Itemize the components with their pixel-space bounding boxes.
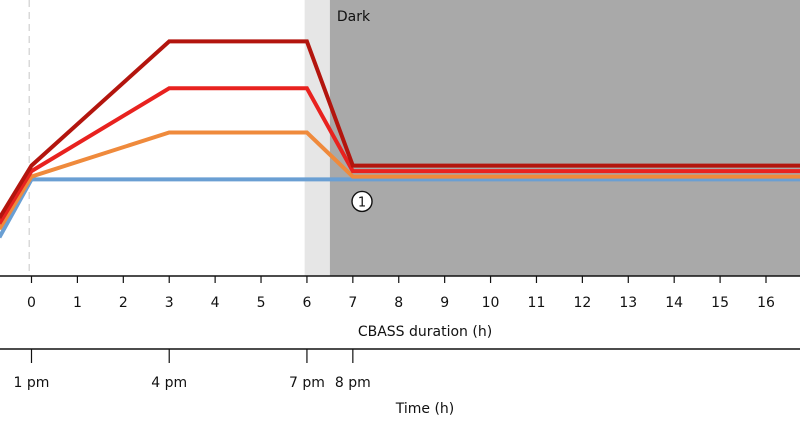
- x-tick-label: 1: [73, 295, 82, 311]
- x-tick-label: 16: [757, 295, 775, 311]
- x-tick-label: 2: [119, 295, 128, 311]
- step-marker: 1: [351, 190, 373, 213]
- time-tick-label: 7 pm: [289, 375, 325, 391]
- x-tick-label: 9: [440, 295, 449, 311]
- series-lines: [0, 39, 800, 239]
- series-line-3: [0, 86, 800, 225]
- x-tick-label: 0: [27, 295, 36, 311]
- x-tick-label: 4: [211, 295, 220, 311]
- series-line-4: [0, 39, 800, 220]
- x-tick-label: 11: [528, 295, 546, 311]
- x-axis-time: 1 pm 4 pm 7 pm 8 pm: [0, 348, 800, 391]
- dark-region: [329, 0, 800, 276]
- x-tick-label: 5: [257, 295, 266, 311]
- time-tick-label: 8 pm: [335, 375, 371, 391]
- x-tick-label: 10: [482, 295, 500, 311]
- series-line-2: [0, 130, 800, 231]
- x-tick-label: 14: [665, 295, 683, 311]
- x-tick-label: 6: [302, 295, 311, 311]
- x-tick-label: 15: [711, 295, 729, 311]
- x-axis-time-title: Time (h): [395, 401, 455, 417]
- marker-label: 1: [358, 195, 366, 210]
- x-axis-cbass: 0 1 2 3 4 5 6 7 8 9 10 11 12 13 14 15 16: [0, 275, 800, 311]
- marker-circle: [351, 190, 373, 213]
- x-tick-label: 7: [348, 295, 357, 311]
- shaded-regions: Dark: [304, 0, 800, 276]
- x-axis-title: CBASS duration (h): [358, 324, 492, 340]
- x-tick-label: 3: [165, 295, 174, 311]
- x-tick-label: 8: [394, 295, 403, 311]
- x-tick-label: 13: [619, 295, 637, 311]
- dark-region-label: Dark: [337, 9, 371, 25]
- time-tick-label: 4 pm: [151, 375, 187, 391]
- time-tick-label: 1 pm: [14, 375, 50, 391]
- x-tick-label: 12: [573, 295, 591, 311]
